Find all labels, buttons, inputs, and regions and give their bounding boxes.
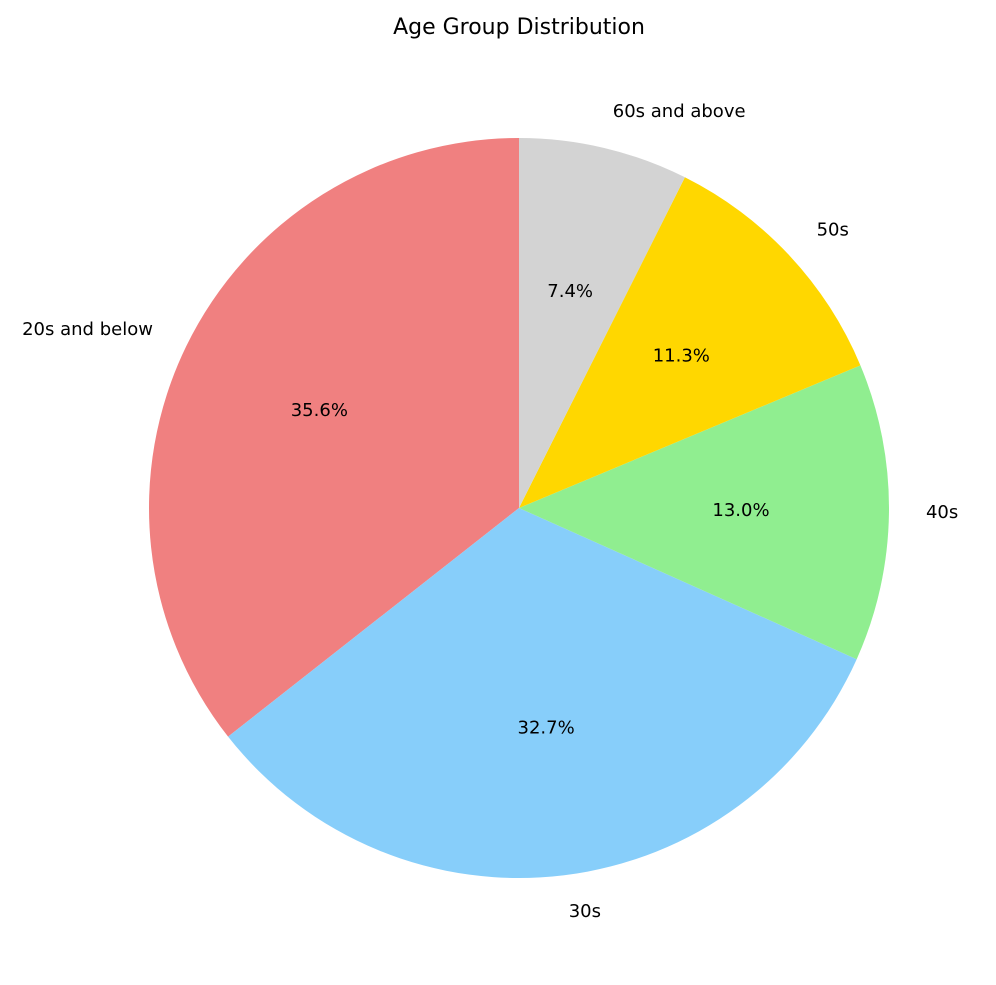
slice-label: 20s and below — [22, 319, 153, 340]
pie-slice — [519, 138, 685, 508]
pie-slice — [228, 508, 857, 878]
pie-slice — [148, 138, 520, 737]
pie-labels: 20s and below 35.6% 30s 32.7% 40s 13.0% 50s 11.… — [22, 101, 958, 922]
slice-percentage-label: 7.4% — [547, 281, 593, 302]
slice-label: 40s — [926, 502, 958, 523]
chart-title: Age Group Distribution — [393, 15, 645, 40]
slice-percentage-label: 11.3% — [653, 346, 710, 367]
slice-percentage-label: 32.7% — [518, 717, 575, 738]
slice-label: 30s — [569, 901, 601, 922]
pie-slices — [148, 138, 889, 878]
slice-label: 50s — [817, 219, 849, 240]
slice-percentage-label: 13.0% — [712, 500, 769, 521]
slice-label: 60s and above — [613, 101, 746, 122]
slice-percentage-label: 35.6% — [291, 400, 348, 421]
pie-slice — [519, 365, 889, 660]
pie-slice — [519, 177, 861, 508]
